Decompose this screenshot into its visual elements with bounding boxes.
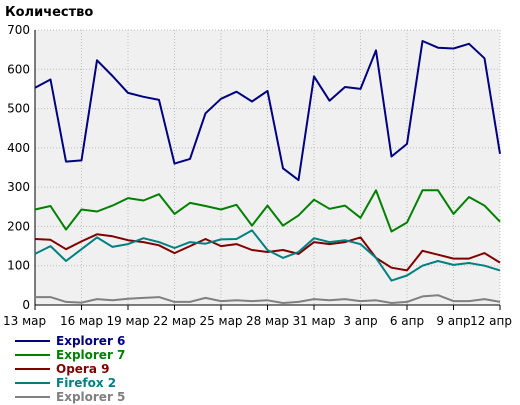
- x-tick-label: 19 мар: [106, 314, 149, 328]
- y-tick-label: 500: [7, 102, 30, 116]
- legend-label: Firefox 2: [56, 376, 116, 390]
- x-tick-label: 31 мар: [292, 314, 335, 328]
- legend-label: Opera 9: [56, 362, 109, 376]
- legend-label: Explorer 7: [56, 348, 125, 362]
- x-tick-label: 6 апр: [390, 314, 424, 328]
- series-line-opera-9: [34, 233, 501, 272]
- x-tick-label: 25 мар: [199, 314, 242, 328]
- y-tick-label: 0: [22, 298, 30, 312]
- y-tick-label: 100: [7, 259, 30, 273]
- series-line-explorer-7: [34, 189, 501, 233]
- y-tick-label: 200: [7, 219, 30, 233]
- x-tick-label: 16 мар: [60, 314, 103, 328]
- y-tick-label: 600: [7, 62, 30, 76]
- series-line-firefox-2: [34, 229, 501, 282]
- x-tick-label: 12 апр: [470, 314, 512, 328]
- x-tick-label: 9 апр: [436, 314, 470, 328]
- legend-label: Explorer 6: [56, 334, 125, 348]
- legend-label: Explorer 5: [56, 390, 125, 404]
- x-tick-label: 22 мар: [153, 314, 196, 328]
- series-lines: [34, 40, 501, 304]
- y-axis: 0 100 200 300 400 500 600 700: [7, 23, 36, 312]
- series-line-explorer-5: [35, 294, 501, 304]
- x-tick-label: 28 мар: [246, 314, 289, 328]
- chart-title: Количество: [5, 5, 93, 20]
- y-tick-label: 700: [7, 23, 30, 37]
- x-tick-label: 3 апр: [343, 314, 377, 328]
- series-line-explorer-6: [34, 40, 501, 182]
- y-tick-label: 400: [7, 141, 30, 155]
- y-tick-label: 300: [7, 180, 30, 194]
- x-axis: 13 мар 16 мар 19 мар 22 мар 25 мар 28 мар 31 м…: [3, 304, 512, 328]
- x-tick-label: 13 мар: [3, 314, 46, 328]
